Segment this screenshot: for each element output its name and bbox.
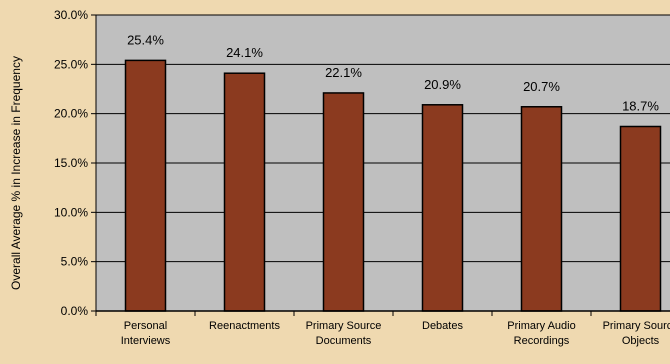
bars [124,59,662,312]
y-tick-label: 10.0% [54,205,88,219]
data-label: 18.7% [622,98,659,113]
x-tick-label: Reenactments [209,320,280,332]
y-axis-label: Overall Average % in Increase in Frequen… [9,56,23,290]
y-axis-ticks: 0.0% 5.0% 10.0% 15.0% 20.0% 25.0% 30.0% [54,8,97,318]
bar [520,106,563,312]
y-tick-label: 20.0% [54,107,88,121]
bar [421,104,464,312]
data-label: 24.1% [226,45,263,60]
bar [223,72,266,312]
bar [619,125,662,312]
y-tick-label: 5.0% [61,255,89,269]
x-axis-labels: Personal Interviews Reenactments Primary So… [95,310,670,347]
x-tick-label: Primary SourceObjects [603,320,670,347]
data-label: 25.4% [127,32,164,47]
x-tick-label: Debates [422,320,463,332]
bar [124,59,167,312]
data-label: 20.7% [523,79,560,94]
y-tick-label: 0.0% [61,304,89,318]
data-label: 20.9% [424,77,461,92]
y-tick-label: 25.0% [54,57,88,71]
y-tick-label: 15.0% [54,156,88,170]
value-labels: 25.4% 24.1% 22.1% 20.9% 20.7% 18.7% [127,32,659,113]
data-label: 22.1% [325,65,362,80]
y-tick-label: 30.0% [54,8,88,22]
x-tick-label: Personal Interviews [121,320,171,347]
bar [322,92,365,312]
x-tick-label: Primary Audio Recordings [507,320,575,347]
x-tick-label: Primary Source Documents [306,320,382,347]
